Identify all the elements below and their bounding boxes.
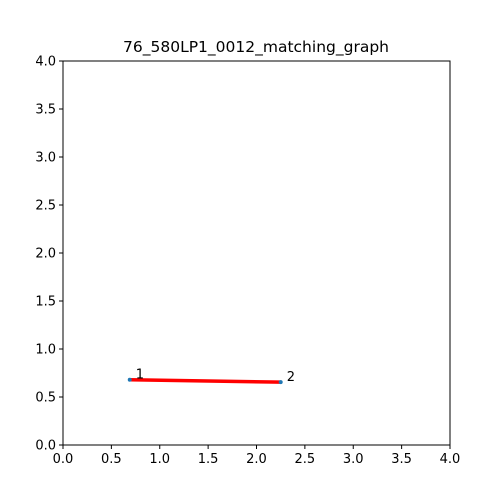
y-tick-label: 1.0 xyxy=(35,343,56,358)
y-tick-label: 0.5 xyxy=(35,391,56,406)
y-tick-label: 4.0 xyxy=(35,55,56,70)
x-tick-label: 4.0 xyxy=(440,452,461,467)
y-tick-label: 1.5 xyxy=(35,295,56,310)
y-tick-label: 2.0 xyxy=(35,247,56,262)
node-label-1: 1 xyxy=(136,368,144,383)
x-tick-label: 2.5 xyxy=(295,452,316,467)
x-tick-label: 0.0 xyxy=(53,452,74,467)
axes-frame xyxy=(62,60,451,446)
y-tick-label: 0.0 xyxy=(35,439,56,454)
x-tick-label: 0.5 xyxy=(101,452,122,467)
node-point-1 xyxy=(127,377,132,382)
x-tick-label: 3.5 xyxy=(391,452,412,467)
node-point-2 xyxy=(278,380,283,385)
x-tick-label: 2.0 xyxy=(246,452,267,467)
y-tick-label: 2.5 xyxy=(35,199,56,214)
x-tick-label: 1.0 xyxy=(149,452,170,467)
x-tick-label: 3.0 xyxy=(343,452,364,467)
axes: 0.0 0.5 1.0 1.5 2.0 2.5 3.0 3.5 4.0 0.0 0.5 1.0 1.5 2… xyxy=(35,55,460,468)
chart-title: 76_580LP1_0012_matching_graph xyxy=(123,38,389,57)
node-label-2: 2 xyxy=(287,370,295,385)
y-tick-label: 3.0 xyxy=(35,151,56,166)
x-tick-label: 1.5 xyxy=(198,452,219,467)
y-tick-label: 3.5 xyxy=(35,103,56,118)
matching-edge-1 xyxy=(129,377,281,384)
